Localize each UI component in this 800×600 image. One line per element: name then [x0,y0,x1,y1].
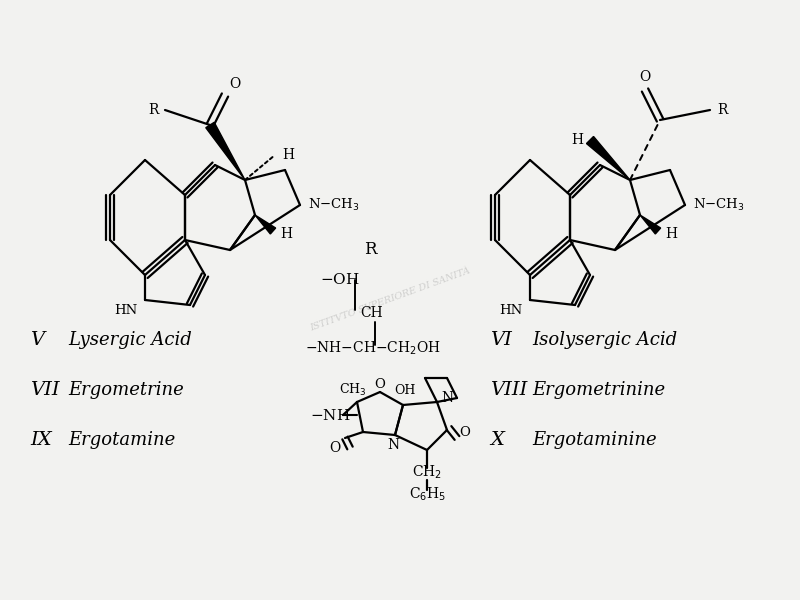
Text: C$_6$H$_5$: C$_6$H$_5$ [409,485,446,503]
Polygon shape [255,215,276,234]
Text: $-$NH$-$CH$-$CH$_2$OH: $-$NH$-$CH$-$CH$_2$OH [305,340,441,356]
Text: $-$OH: $-$OH [320,272,360,287]
Text: N$-$CH$_3$: N$-$CH$_3$ [308,197,360,213]
Text: ISTITVTO SVPERIORE DI SANITÀ: ISTITVTO SVPERIORE DI SANITÀ [309,266,471,334]
Text: VIII: VIII [490,381,527,399]
Polygon shape [206,122,245,180]
Text: OH: OH [394,385,416,397]
Text: Isolysergic Acid: Isolysergic Acid [532,331,677,349]
Text: VI: VI [490,331,512,349]
Text: H: H [665,227,677,241]
Text: O: O [639,70,650,84]
Text: Ergotamine: Ergotamine [68,431,175,449]
Text: O: O [459,425,470,439]
Text: O: O [229,77,240,91]
Text: H: H [571,133,583,147]
Text: CH: CH [360,306,382,320]
Text: IX: IX [30,431,52,449]
Text: N: N [441,391,453,405]
Text: O: O [374,377,386,391]
Text: O: O [330,441,341,455]
Text: $-$NH: $-$NH [310,407,350,422]
Text: HN: HN [498,304,522,317]
Text: R: R [364,241,376,259]
Text: H: H [280,227,292,241]
Text: Lysergic Acid: Lysergic Acid [68,331,192,349]
Polygon shape [640,215,661,234]
Text: H: H [282,148,294,162]
Text: V: V [30,331,44,349]
Text: Ergometrinine: Ergometrinine [532,381,665,399]
Text: Ergometrine: Ergometrine [68,381,184,399]
Text: VII: VII [30,381,60,399]
Text: N: N [387,438,399,452]
Text: N$-$CH$_3$: N$-$CH$_3$ [693,197,745,213]
Text: R: R [717,103,727,117]
Polygon shape [586,136,630,180]
Text: HN: HN [114,304,137,317]
Text: X: X [490,431,504,449]
Text: CH$_3$: CH$_3$ [339,382,366,398]
Text: Ergotaminine: Ergotaminine [532,431,657,449]
Text: CH$_2$: CH$_2$ [412,463,442,481]
Text: R: R [149,103,159,117]
